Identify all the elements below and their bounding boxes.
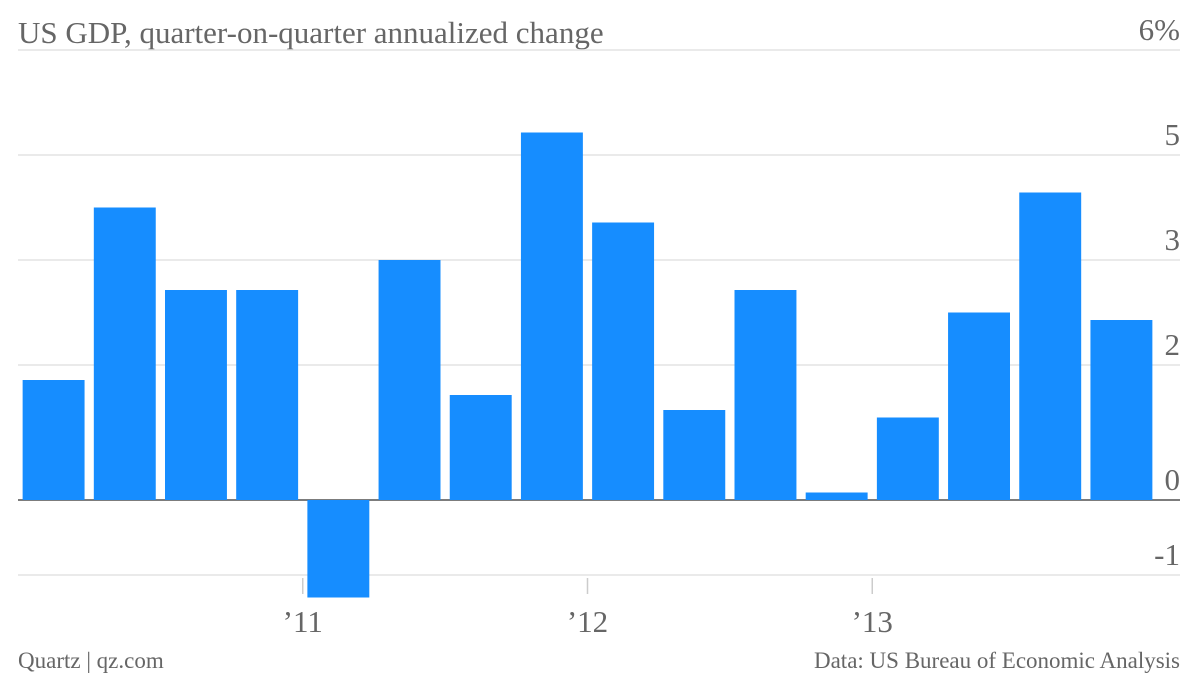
bar: [663, 410, 726, 500]
bar: [876, 417, 939, 500]
chart-title: US GDP, quarter-on-quarter annualized ch…: [18, 15, 604, 50]
y-tick-label: 2: [1165, 327, 1181, 362]
bar: [449, 395, 512, 500]
bar: [805, 492, 868, 500]
source: Data: US Bureau of Economic Analysis: [814, 648, 1180, 673]
y-tick-label: 5: [1165, 117, 1181, 152]
y-tick-label: -1: [1154, 537, 1180, 572]
bar: [22, 380, 85, 500]
bar: [520, 132, 583, 500]
x-tick-label: ’13: [852, 604, 893, 639]
credit: Quartz | qz.com: [18, 648, 164, 673]
y-tick-label: 0: [1165, 462, 1181, 497]
bar: [378, 260, 441, 500]
y-tick-label: 3: [1165, 222, 1181, 257]
bar: [1019, 192, 1082, 500]
x-tick-label: ’11: [283, 604, 323, 639]
bar: [165, 290, 227, 500]
bar: [1090, 320, 1153, 500]
bar: [734, 290, 797, 500]
bar: [948, 312, 1010, 500]
bar: [93, 207, 156, 500]
bar: [236, 290, 299, 500]
y-tick-label: 6%: [1139, 12, 1180, 47]
x-tick-label: ’12: [567, 604, 608, 639]
bar: [592, 222, 655, 500]
bar: [307, 500, 370, 598]
